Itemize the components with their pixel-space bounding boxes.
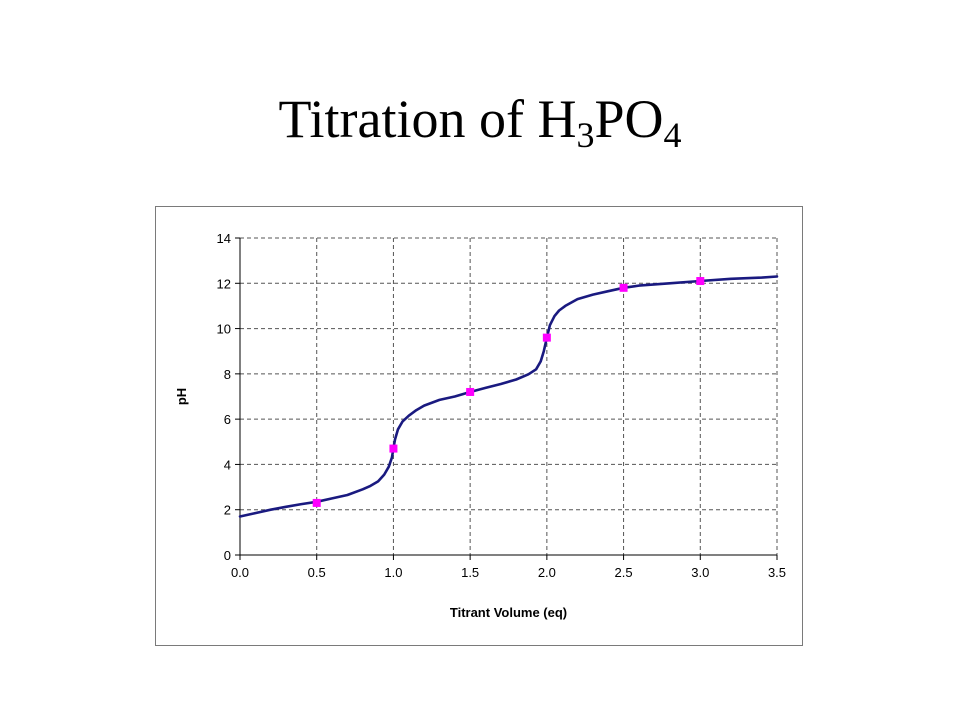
title-text: Titration of H	[278, 89, 577, 149]
title-subscript-3: 3	[576, 115, 595, 155]
grid-lines	[240, 237, 778, 555]
y-tick-label-6: 12	[217, 276, 231, 291]
y-tick-label-7: 14	[217, 231, 231, 246]
y-tick-label-1: 2	[224, 503, 231, 518]
title-subscript-4: 4	[663, 115, 682, 155]
x-tick-label-0: 0.0	[231, 565, 249, 580]
x-tick-label-4: 2.0	[538, 565, 556, 580]
titration-chart: 0.0 0.5 1.0 1.5 2.0 2.5 3.0 3.5 0 2 4 6 8 10 12 14 Titr…	[174, 231, 787, 620]
data-point-5	[696, 277, 705, 286]
y-tick-label-3: 6	[224, 412, 231, 427]
y-tick-label-2: 4	[224, 457, 231, 472]
x-tick-label-1: 0.5	[308, 565, 326, 580]
x-axis-label: Titrant Volume (eq)	[450, 605, 567, 620]
titration-curve	[238, 275, 779, 518]
y-tick-label-0: 0	[224, 548, 231, 563]
chart-frame: 0.0 0.5 1.0 1.5 2.0 2.5 3.0 3.5 0 2 4 6 8 10 12 14 Titr…	[155, 206, 803, 646]
title-text-po: PO	[594, 89, 664, 149]
x-tick-label-7: 3.5	[768, 565, 786, 580]
y-tick-label-4: 8	[224, 367, 231, 382]
data-point-3	[542, 333, 551, 342]
x-tick-label-5: 2.5	[615, 565, 633, 580]
tick-labels: 0.0 0.5 1.0 1.5 2.0 2.5 3.0 3.5 0 2 4 6 8 10 12 14	[217, 231, 787, 580]
x-tick-label-2: 1.0	[384, 565, 402, 580]
titration-curve-layer	[238, 275, 779, 518]
data-point-2	[466, 387, 475, 396]
x-tick-label-3: 1.5	[461, 565, 479, 580]
data-point-4	[619, 283, 628, 292]
slide-title: Titration of H3PO4	[0, 89, 960, 153]
axes	[235, 237, 778, 560]
x-tick-label-6: 3.0	[691, 565, 709, 580]
data-markers	[312, 277, 705, 507]
y-axis-label: pH	[174, 388, 189, 405]
data-point-0	[312, 498, 321, 507]
y-tick-label-5: 10	[217, 322, 231, 337]
data-point-1	[389, 444, 398, 453]
